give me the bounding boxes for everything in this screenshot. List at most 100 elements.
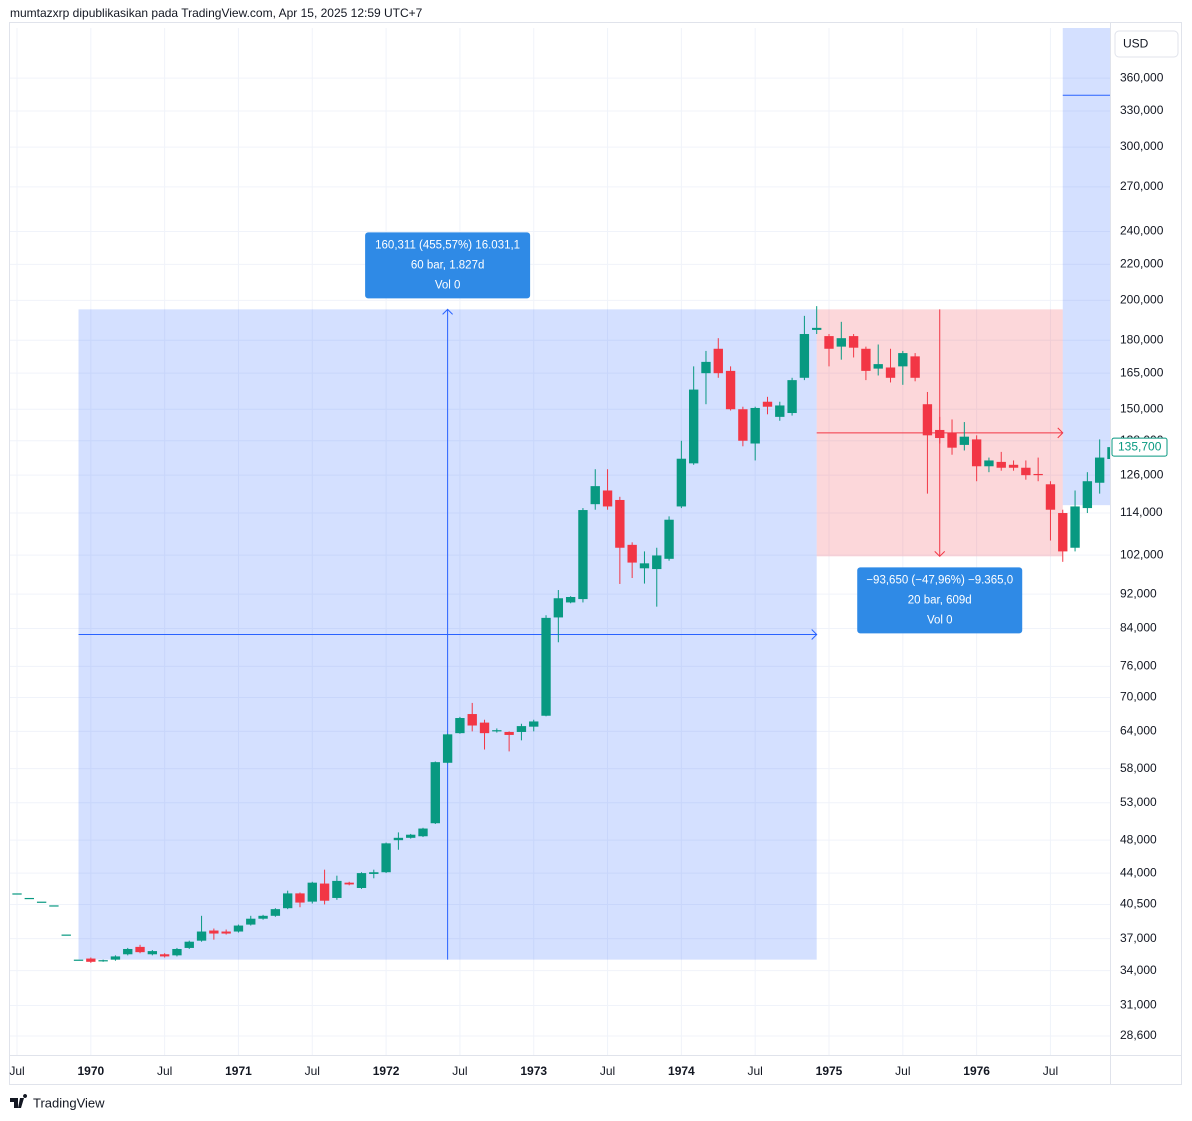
y-tick-label: 31,000 xyxy=(1120,998,1157,1012)
y-tick-label: 270,000 xyxy=(1120,179,1164,193)
candle-body xyxy=(713,348,723,374)
arrow-head xyxy=(811,629,818,640)
footer: TradingView xyxy=(33,1095,105,1110)
y-tick-label: 48,000 xyxy=(1120,832,1157,846)
y-tick-label: 330,000 xyxy=(1120,103,1164,117)
x-tick-label: 1973 xyxy=(520,1064,547,1078)
chart-frame xyxy=(9,22,1182,1085)
y-tick-label: 92,000 xyxy=(1120,586,1157,600)
candle-body xyxy=(369,872,379,874)
candle-body xyxy=(418,828,428,837)
y-tick-label: 180,000 xyxy=(1120,332,1164,346)
x-tick-label: Jul xyxy=(1043,1064,1058,1078)
candle-body xyxy=(258,915,268,919)
arrow-head xyxy=(442,308,453,315)
candle-body xyxy=(332,880,342,898)
candle-body xyxy=(356,873,367,888)
y-tick-label: 28,600 xyxy=(1120,1028,1157,1042)
candle-body xyxy=(492,730,502,732)
candle-body xyxy=(393,837,404,841)
y-tick-label: 44,000 xyxy=(1120,865,1157,879)
candle-body xyxy=(824,336,834,349)
y-tick-label: 360,000 xyxy=(1120,70,1164,84)
candle-body xyxy=(565,597,576,603)
measure-label: Vol 0 xyxy=(435,279,461,291)
y-tick-label: 220,000 xyxy=(1120,257,1164,271)
axes: 28,600 31,000 34,000 37,000 40,500 44,000 48,0… xyxy=(9,70,1168,1078)
y-tick-label: 64,000 xyxy=(1120,724,1157,738)
candle-body xyxy=(984,460,994,467)
candle-body xyxy=(24,897,34,900)
candle-body xyxy=(775,405,785,417)
measure-label: Vol 0 xyxy=(927,614,953,626)
candle-body xyxy=(307,882,317,902)
candle-body xyxy=(529,721,539,727)
x-tick-label: 1972 xyxy=(373,1064,400,1078)
measure-label: −93,650 (−47,96%) −9.365,0 xyxy=(866,574,1013,586)
currency[interactable]: USD xyxy=(1123,37,1149,51)
x-tick-label: Jul xyxy=(157,1064,172,1078)
candle-body xyxy=(664,519,674,559)
candle-body xyxy=(246,918,256,925)
overlay: 160,311 (455,57%) 16.031,1 60 bar, 1.827d… xyxy=(365,232,1023,634)
x-tick-label: Jul xyxy=(895,1064,910,1078)
candle-body xyxy=(1094,457,1105,483)
x-tick-label: Jul xyxy=(9,1064,24,1078)
candle-body xyxy=(910,356,920,378)
x-tick-label: 1976 xyxy=(963,1064,990,1078)
candle-body xyxy=(799,334,810,378)
y-tick-label: 240,000 xyxy=(1120,224,1164,238)
currency-button[interactable] xyxy=(1114,30,1179,58)
candle-body xyxy=(283,893,293,909)
candle-body xyxy=(812,327,822,330)
y-tick-label: 300,000 xyxy=(1120,139,1164,153)
candle-body xyxy=(319,883,330,901)
candle-body xyxy=(615,499,625,548)
candle-body xyxy=(738,409,748,441)
candle-body xyxy=(627,544,637,563)
candle-body xyxy=(98,960,108,962)
candle-body xyxy=(898,353,908,367)
x-tick-label: Jul xyxy=(452,1064,467,1078)
candle-body xyxy=(209,930,219,934)
candle-body xyxy=(688,389,699,464)
candle-body xyxy=(516,726,527,732)
y-tick-label: 126,000 xyxy=(1120,467,1164,481)
candle-body xyxy=(787,380,797,414)
candle-body xyxy=(1058,513,1068,552)
candle-body xyxy=(381,843,391,873)
measure-label-box xyxy=(857,567,1023,634)
y-tick-label: 53,000 xyxy=(1120,795,1157,809)
candle-body xyxy=(110,956,121,960)
candle-body xyxy=(135,946,145,953)
candle-body xyxy=(147,951,158,955)
candle-body xyxy=(935,429,945,439)
y-tick-label: 102,000 xyxy=(1120,547,1164,561)
candle-body xyxy=(959,436,970,445)
y-tick-label: 165,000 xyxy=(1120,365,1164,379)
candle-body xyxy=(836,338,846,347)
candle-body xyxy=(762,401,773,407)
last-price-box xyxy=(1111,437,1168,457)
y-tick-label: 84,000 xyxy=(1120,621,1157,635)
header: mumtazxrp dipublikasikan pada TradingVie… xyxy=(10,6,423,20)
x-tick-label: 1970 xyxy=(77,1064,104,1078)
candle-body xyxy=(467,714,477,726)
x-tick-label: 1975 xyxy=(816,1064,843,1078)
arrow-head xyxy=(1057,427,1064,439)
y-tick-label: 150,000 xyxy=(1120,401,1164,415)
candle-body xyxy=(430,762,440,824)
candle-body xyxy=(996,461,1006,468)
candle-body xyxy=(479,722,490,734)
candles xyxy=(12,306,1110,963)
candle-body xyxy=(602,490,613,507)
candle-body xyxy=(221,931,231,934)
candle-body xyxy=(184,941,194,948)
candle-body xyxy=(1021,467,1031,476)
candle-body xyxy=(455,718,465,734)
y-tick-label: 114,000 xyxy=(1120,505,1163,519)
y-tick-label: 200,000 xyxy=(1120,293,1164,307)
candle-body xyxy=(442,734,453,763)
candle-body xyxy=(344,882,354,885)
candle-body xyxy=(750,407,760,444)
